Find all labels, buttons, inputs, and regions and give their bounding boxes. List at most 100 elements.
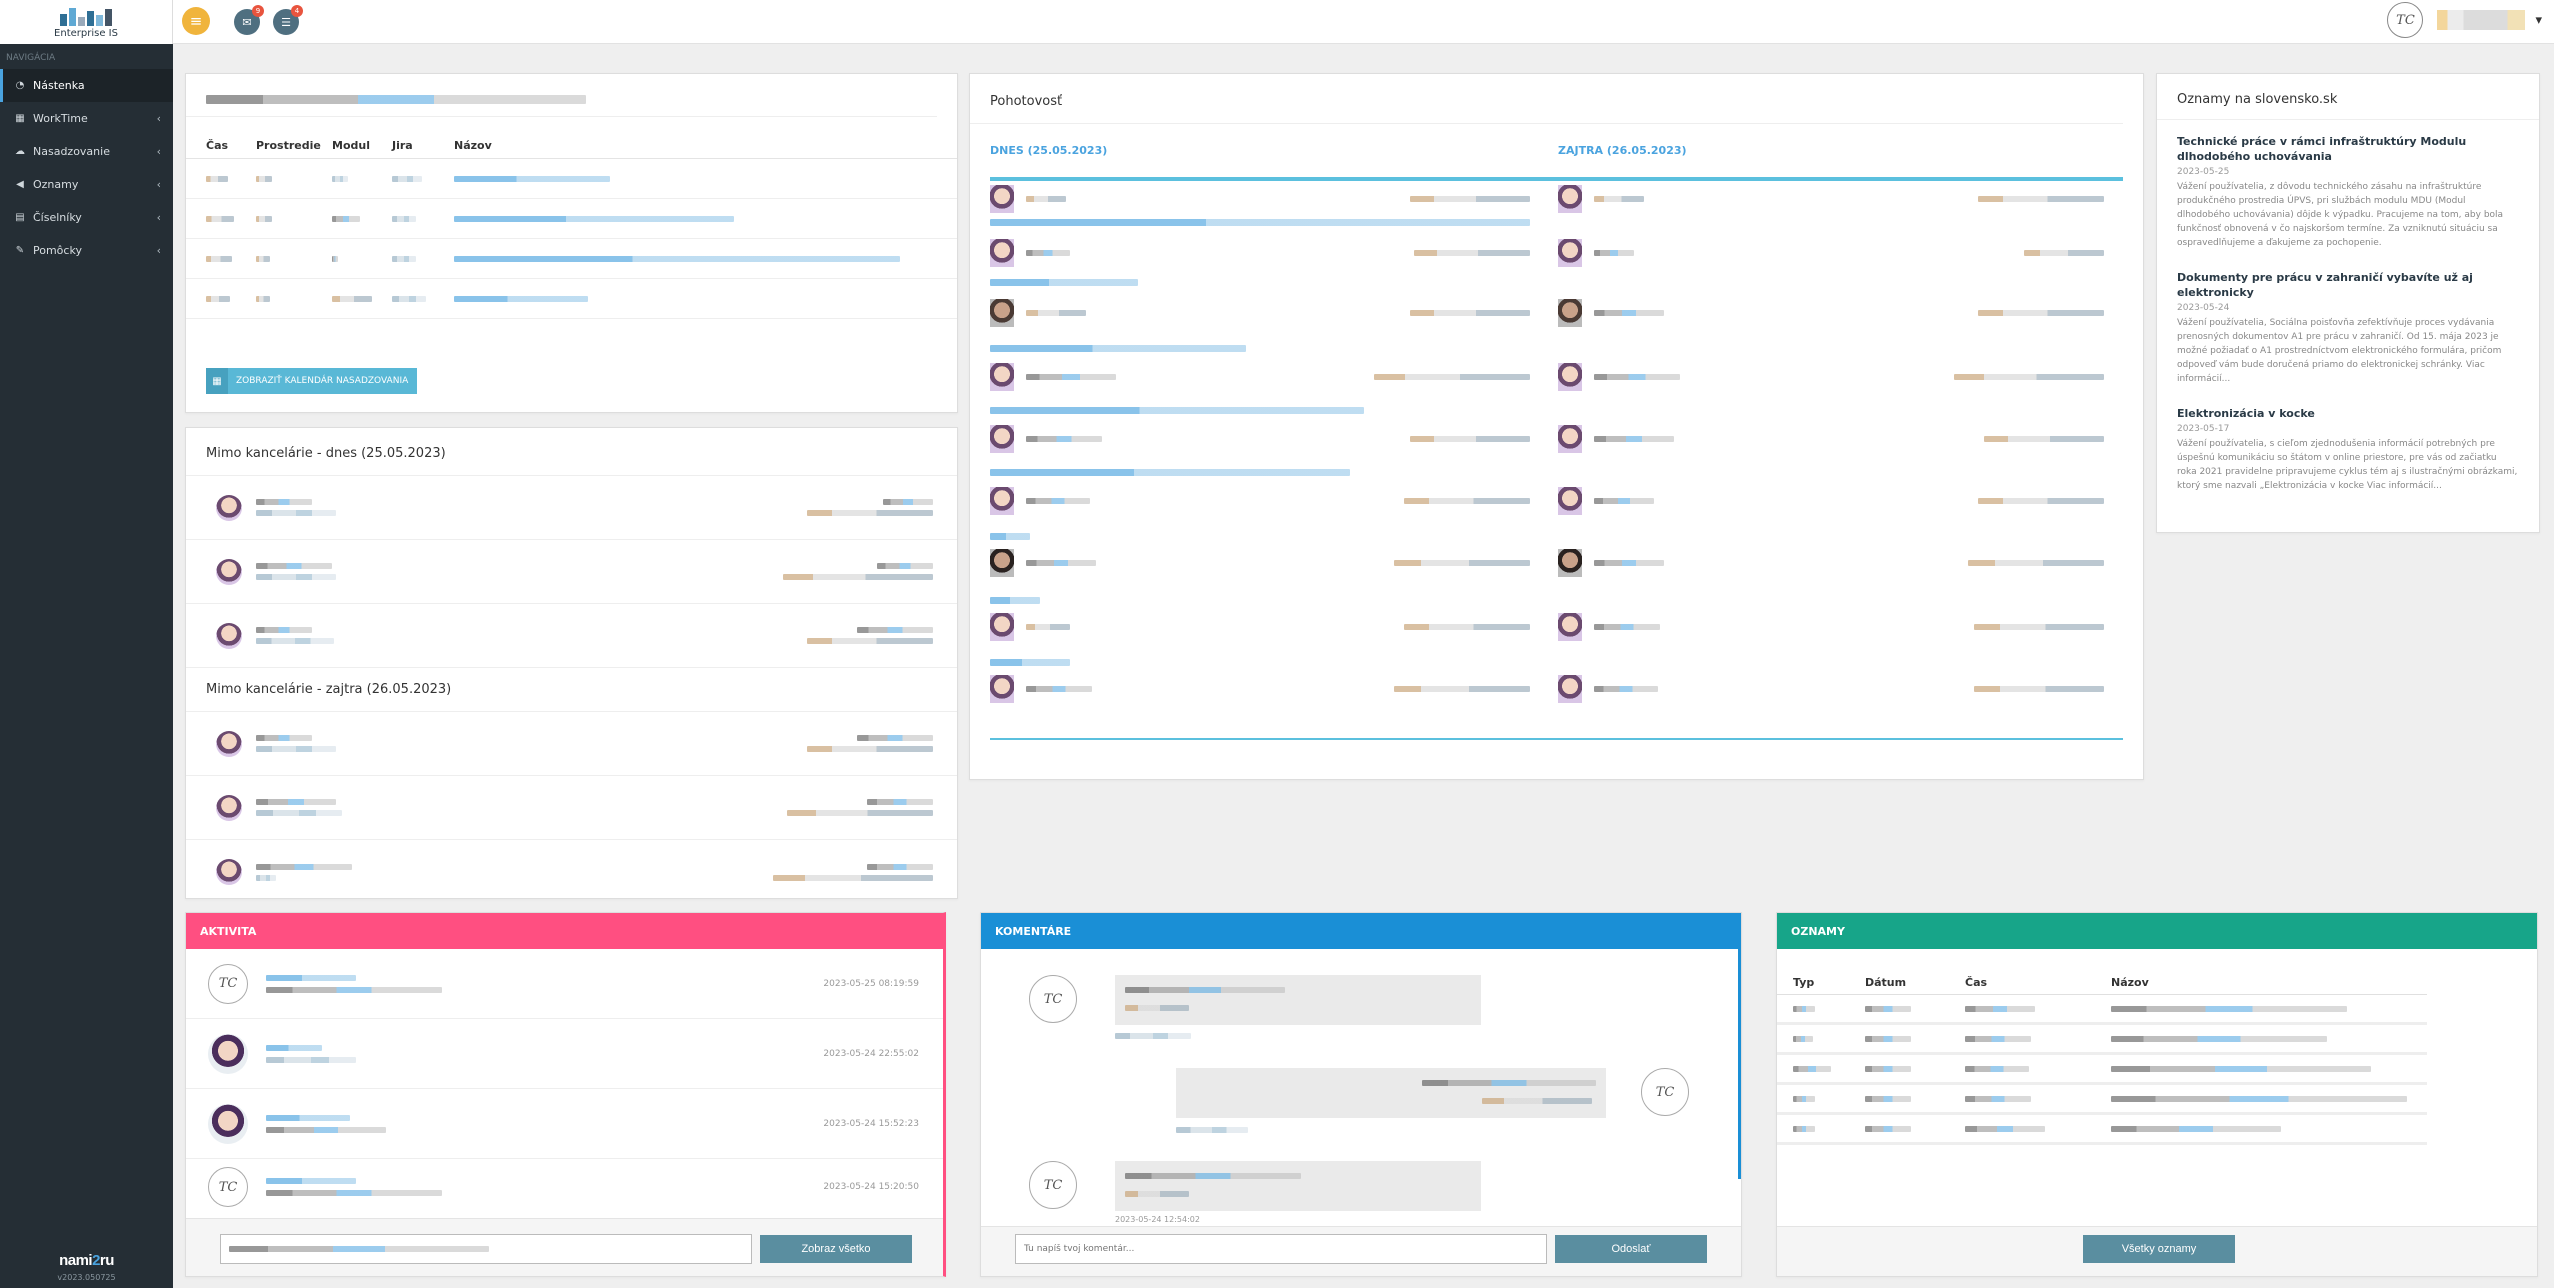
comments-title: KOMENTÁRE xyxy=(981,913,1741,949)
chevron-down-icon: ▾ xyxy=(2535,12,2542,28)
list-item[interactable]: 2023-05-24 22:55:02 xyxy=(186,1019,943,1089)
sidebar-item-nasadzovanie[interactable]: ☁ Nasadzovanie ‹ xyxy=(0,135,173,168)
calendar-icon: ▦ xyxy=(206,368,228,394)
sidebar-item-oznamy[interactable]: ◀ Oznamy ‹ xyxy=(0,168,173,201)
chevron-left-icon: ‹ xyxy=(156,211,161,224)
out-of-office-tomorrow-title: Mimo kancelárie - zajtra (26.05.2023) xyxy=(186,668,957,712)
avatar xyxy=(208,1033,248,1074)
sidebar-item-label: Číselníky xyxy=(33,211,82,224)
sidebar-item-ciselniky[interactable]: ▤ Číselníky ‹ xyxy=(0,201,173,234)
announcements-panel: OZNAMY Typ Dátum Čas Názov Všetky oznamy xyxy=(1776,912,2538,1277)
list-icon: ☰ xyxy=(281,15,291,29)
menu-toggle-button[interactable]: ≡ xyxy=(182,7,210,35)
comment-bubble xyxy=(1115,1161,1481,1211)
news-item: Dokumenty pre prácu v zahraničí vybavíte… xyxy=(2157,270,2539,386)
table-row[interactable] xyxy=(1777,1085,2427,1115)
activity-time: 2023-05-24 15:52:23 xyxy=(823,1118,919,1129)
comments-scrollbar[interactable] xyxy=(1738,949,1741,1179)
news-item-text: Vážení používatelia, Sociálna poisťovňa … xyxy=(2177,318,2502,384)
list-item xyxy=(990,236,1530,270)
activity-panel: AKTIVITA TC 2023-05-25 08:19:59 2023-05-… xyxy=(185,912,946,1277)
news-item-date: 2023-05-17 xyxy=(2177,424,2230,434)
list-item xyxy=(1558,360,2104,394)
news-item-title[interactable]: Technické práce v rámci infraštruktúry M… xyxy=(2177,135,2467,163)
sidebar-item-worktime[interactable]: ▦ WorkTime ‹ xyxy=(0,102,173,135)
brand[interactable]: Enterprise IS xyxy=(0,0,173,44)
sidebar-item-label: Oznamy xyxy=(33,178,79,191)
all-announcements-button[interactable]: Všetky oznamy xyxy=(2083,1235,2235,1263)
user-menu[interactable]: TC ▾ xyxy=(2387,2,2542,38)
table-row[interactable] xyxy=(1777,1055,2427,1085)
messages-badge: 9 xyxy=(252,5,264,17)
brand-name: Enterprise IS xyxy=(54,28,118,39)
avatar: TC xyxy=(208,1167,248,1207)
comment-time: 2023-05-24 12:54:02 xyxy=(1115,1215,1200,1224)
on-call-group-label xyxy=(990,530,1530,542)
list-item xyxy=(186,776,957,840)
on-call-group-label xyxy=(990,276,1530,288)
deployment-title-redacted xyxy=(186,74,937,117)
deployment-panel: Čas Prostredie Modul Jira Názov ▦ ZOBRAZIŤ K… xyxy=(185,73,958,413)
comment-input[interactable] xyxy=(1015,1234,1547,1264)
on-call-title: Pohotovosť xyxy=(970,74,2123,124)
messages-button[interactable]: ✉ 9 xyxy=(234,5,264,35)
activity-time: 2023-05-24 22:55:02 xyxy=(823,1048,919,1059)
avatar: TC xyxy=(1641,1068,1689,1116)
on-call-panel: Pohotovosť DNES (25.05.2023) ZAJTRA (26.… xyxy=(969,73,2144,780)
on-call-tomorrow-tab[interactable]: ZAJTRA (26.05.2023) xyxy=(1558,144,1687,157)
on-call-bottom-divider xyxy=(990,738,2123,740)
wrench-icon: ✎ xyxy=(15,245,25,256)
list-item xyxy=(990,610,1530,644)
table-row[interactable] xyxy=(186,239,957,279)
sidebar-footer: nami2ru v2023.050725 xyxy=(0,1252,173,1288)
news-item-title[interactable]: Dokumenty pre prácu v zahraničí vybavíte… xyxy=(2177,271,2473,299)
table-row[interactable] xyxy=(1777,1115,2427,1145)
comment-bubble xyxy=(1176,1068,1606,1118)
list-item xyxy=(186,476,957,540)
sidebar-item-nastenka[interactable]: ◔ Nástenka xyxy=(0,69,173,102)
table-row[interactable] xyxy=(1777,995,2427,1025)
news-item-date: 2023-05-24 xyxy=(2177,303,2230,313)
list-item xyxy=(186,604,957,668)
activity-time: 2023-05-25 08:19:59 xyxy=(823,978,919,989)
avatar xyxy=(216,494,242,521)
topbar: ≡ ✉ 9 ☰ 4 TC ▾ xyxy=(173,0,2554,44)
avatar xyxy=(216,859,242,885)
on-call-today-tab[interactable]: DNES (25.05.2023) xyxy=(990,144,1108,157)
nav-heading: NAVIGÁCIA xyxy=(6,53,56,63)
list-item[interactable]: TC 2023-05-24 15:20:50 xyxy=(186,1159,943,1215)
user-name-redacted xyxy=(2437,10,2526,30)
avatar xyxy=(216,558,242,585)
sidebar-item-pomocky[interactable]: ✎ Pomôcky ‹ xyxy=(0,234,173,267)
table-row[interactable] xyxy=(186,199,957,239)
list-item[interactable]: 2023-05-24 15:52:23 xyxy=(186,1089,943,1159)
megaphone-icon: ◀ xyxy=(16,179,24,190)
table-row[interactable] xyxy=(1777,1025,2427,1055)
announcements-title: OZNAMY xyxy=(1777,913,2537,949)
list-item xyxy=(990,182,1530,216)
table-row[interactable] xyxy=(186,159,957,199)
out-of-office-panel: Mimo kancelárie - dnes (25.05.2023) Mimo… xyxy=(185,427,958,899)
table-row[interactable] xyxy=(186,279,957,319)
list-item xyxy=(1558,182,2104,216)
show-all-activity-button[interactable]: Zobraz všetko xyxy=(760,1235,912,1263)
chevron-left-icon: ‹ xyxy=(156,244,161,257)
send-comment-button[interactable]: Odoslať xyxy=(1555,1235,1707,1263)
on-call-group-label xyxy=(990,594,1530,606)
activity-time: 2023-05-24 15:20:50 xyxy=(823,1182,919,1192)
list-item xyxy=(1558,672,2104,706)
list-item xyxy=(1558,296,2104,330)
list-item xyxy=(990,360,1530,394)
avatar: TC xyxy=(208,963,248,1004)
news-item-date: 2023-05-25 xyxy=(2177,167,2230,177)
news-item: Technické práce v rámci infraštruktúry M… xyxy=(2157,134,2539,250)
list-item xyxy=(990,672,1530,706)
tasks-button[interactable]: ☰ 4 xyxy=(273,5,303,35)
list-item[interactable]: TC 2023-05-25 08:19:59 xyxy=(186,949,943,1019)
show-deploy-calendar-button[interactable]: ▦ ZOBRAZIŤ KALENDÁR NASADZOVANIA xyxy=(206,368,418,394)
on-call-divider xyxy=(990,177,2123,181)
on-call-group-label xyxy=(990,466,1530,478)
news-item-title[interactable]: Elektronizácia v kocke xyxy=(2177,407,2315,420)
activity-filter-input[interactable] xyxy=(220,1234,752,1264)
user-avatar: TC xyxy=(2387,2,2424,38)
